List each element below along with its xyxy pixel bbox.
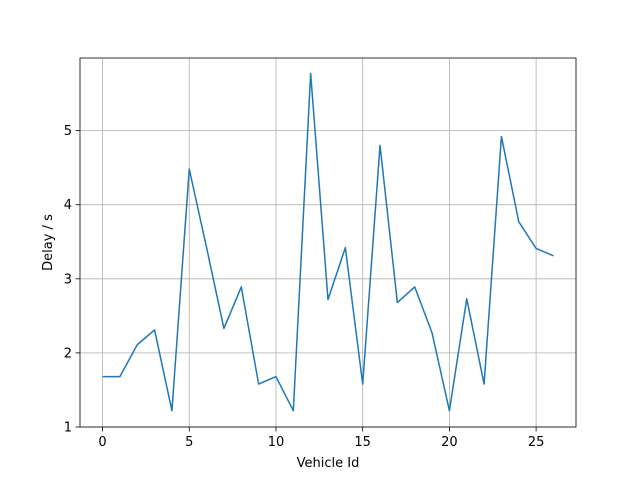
series-line — [102, 72, 554, 412]
y-tick-label: 3 — [64, 272, 72, 287]
x-tick-label: 15 — [354, 435, 371, 450]
plot-frame — [79, 57, 577, 428]
y-tick-label: 1 — [64, 421, 72, 436]
x-axis-ticks: 0 5 10 15 20 25 — [98, 427, 544, 450]
x-tick-label: 10 — [268, 435, 285, 450]
x-tick-label: 5 — [185, 435, 193, 450]
y-tick-label: 4 — [64, 198, 72, 213]
y-tick-label: 2 — [64, 346, 72, 361]
y-tick-label: 5 — [64, 124, 72, 139]
x-tick-label: 25 — [528, 435, 545, 450]
x-tick-label: 20 — [441, 435, 458, 450]
y-axis-label: Delay / s — [41, 214, 56, 271]
series-group — [102, 72, 554, 412]
x-axis-label: Vehicle Id — [297, 456, 360, 471]
y-axis-ticks: 1 2 3 4 5 — [64, 124, 80, 436]
x-tick-label: 0 — [98, 435, 106, 450]
